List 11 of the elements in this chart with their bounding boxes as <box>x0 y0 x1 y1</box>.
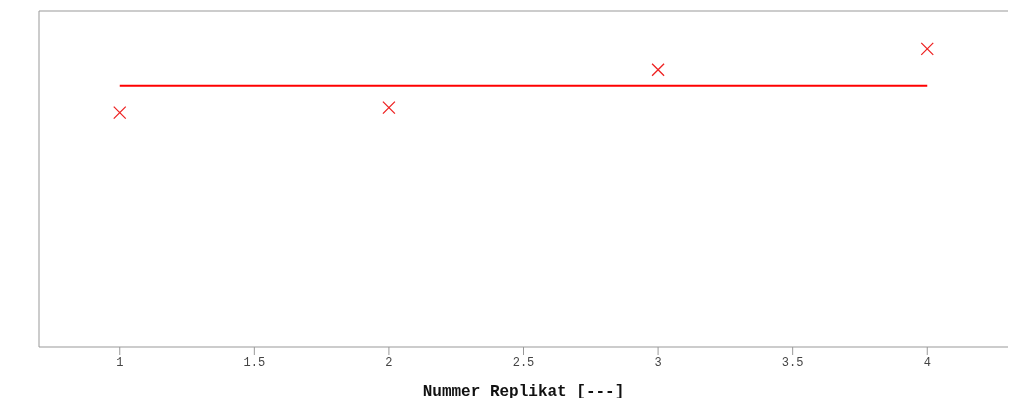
x-tick-label: 2 <box>385 355 393 370</box>
x-tick-label: 1.5 <box>243 355 266 370</box>
point <box>113 106 127 120</box>
point <box>651 63 665 77</box>
x-tick-label: 3 <box>654 355 662 370</box>
x-tick-label: 3.5 <box>781 355 804 370</box>
point <box>920 42 934 56</box>
x-tick-label: 2.5 <box>512 355 535 370</box>
x-tick-label: 4 <box>923 355 931 370</box>
x-tick-label: 1 <box>116 355 124 370</box>
point <box>382 100 396 115</box>
